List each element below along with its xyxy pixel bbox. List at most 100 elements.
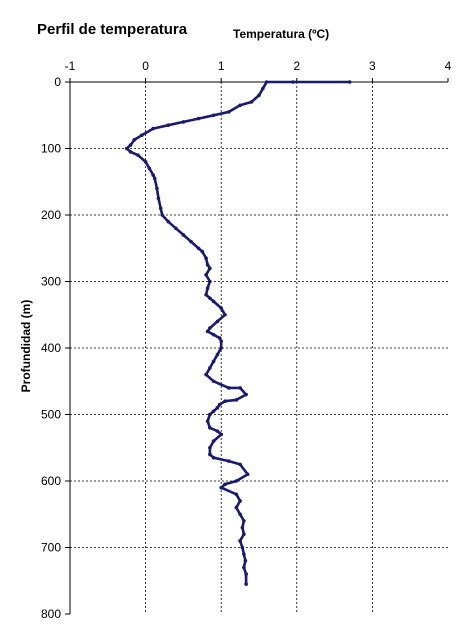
data-point [223, 312, 227, 317]
x-tick-label: 3 [369, 59, 376, 73]
data-point [242, 532, 246, 536]
data-point [211, 113, 216, 118]
data-point [219, 339, 223, 344]
data-point [219, 432, 223, 437]
data-point [242, 552, 246, 556]
x-axis-title: Temperatura (ºC) [233, 27, 329, 41]
data-point [238, 386, 242, 390]
data-point [223, 399, 227, 404]
y-tick-label: 0 [54, 75, 61, 89]
data-point [174, 226, 178, 231]
y-tick-label: 400 [41, 341, 61, 355]
data-point [244, 392, 248, 397]
tick-labels: -1 0 1 2 3 4 0 100 200 300 400 500 600 700 800 [41, 59, 452, 621]
y-tick-label: 300 [41, 275, 61, 289]
data-point [160, 213, 165, 217]
data-point [217, 402, 222, 407]
data-point [243, 559, 248, 563]
data-point [208, 366, 212, 370]
data-point [205, 286, 210, 290]
data-point [140, 133, 144, 137]
data-point [226, 459, 231, 463]
data-point [181, 120, 186, 124]
x-tick-label: 0 [142, 59, 149, 73]
data-point [211, 299, 216, 304]
data-point [166, 123, 171, 128]
data-point [132, 138, 137, 142]
data-point [234, 505, 239, 510]
x-tick-label: 2 [293, 59, 300, 73]
data-point [211, 439, 216, 443]
data-point [208, 279, 212, 284]
data-point [151, 173, 155, 177]
data-point [211, 332, 216, 337]
y-tick-label: 700 [41, 541, 61, 555]
data-point [208, 326, 212, 330]
data-point [219, 306, 223, 310]
data-point [234, 492, 239, 497]
data-point [204, 293, 208, 297]
data-point [211, 455, 216, 460]
data-point [215, 352, 220, 357]
data-point [200, 249, 205, 254]
data-point [211, 359, 216, 364]
y-axis-title: Profundidad (m) [19, 300, 33, 393]
data-point [238, 103, 242, 108]
data-point [244, 572, 248, 576]
data-point [260, 86, 265, 91]
data-point [124, 146, 129, 151]
data-point [215, 319, 220, 324]
data-point [244, 582, 248, 586]
x-tick-label: -1 [65, 59, 76, 73]
data-point [196, 246, 201, 251]
data-point [152, 176, 157, 181]
data-point [136, 153, 140, 157]
axes [65, 78, 449, 615]
data-point [240, 545, 245, 550]
data-point [204, 372, 208, 377]
data-point [245, 472, 250, 477]
data-point [347, 80, 352, 84]
data-point [226, 110, 231, 114]
data-point [215, 406, 220, 410]
data-point [181, 233, 186, 237]
data-point [128, 143, 133, 147]
data-point [208, 296, 212, 300]
data-point [156, 196, 161, 201]
data-point [205, 263, 210, 267]
data-point [196, 116, 201, 121]
data-point [240, 525, 245, 530]
data-point [158, 206, 163, 211]
data-point [234, 398, 239, 402]
data-point [208, 452, 212, 457]
data-point [238, 539, 242, 543]
data-point [151, 126, 155, 131]
data-point [264, 80, 269, 84]
data-point [257, 93, 261, 98]
data-point [208, 412, 212, 417]
data-point [208, 266, 212, 271]
data-point [211, 409, 216, 413]
data-point [242, 519, 246, 523]
data-point [166, 219, 171, 224]
data-point [204, 273, 208, 277]
data-point [223, 482, 227, 487]
data-point [234, 479, 239, 483]
x-tick-label: 1 [218, 59, 225, 73]
data-point [238, 462, 242, 467]
data-point [291, 80, 295, 84]
data-point [143, 160, 148, 164]
data-point [211, 379, 216, 384]
y-tick-label: 600 [41, 474, 61, 488]
chart-title: Perfil de temperatura [37, 21, 188, 38]
y-tick-label: 800 [41, 607, 61, 621]
data-series [124, 80, 352, 586]
data-point [147, 166, 152, 171]
data-point [242, 565, 246, 570]
data-point [238, 499, 242, 503]
data-point [219, 346, 223, 350]
data-point [204, 256, 208, 261]
y-tick-label: 500 [41, 408, 61, 422]
